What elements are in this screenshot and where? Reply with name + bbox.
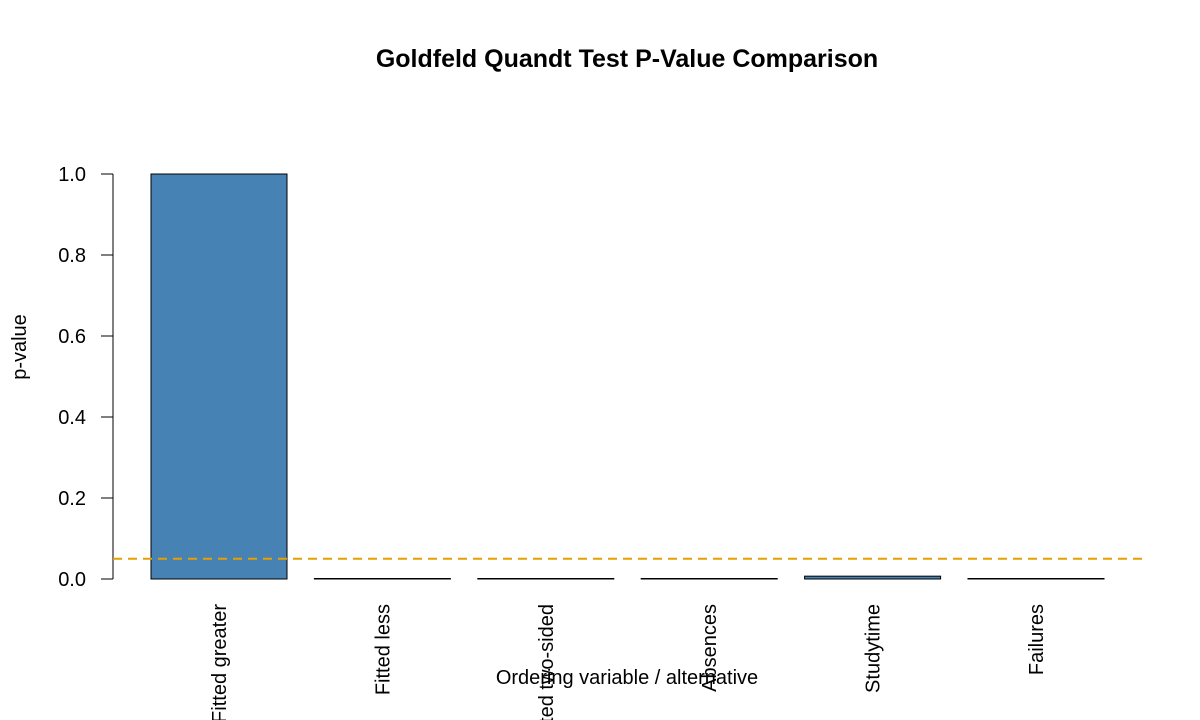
x-labels: Fitted greater Fitted less Fitted two-side… (209, 604, 1048, 720)
x-axis-title: Ordering variable / alternative (496, 667, 758, 689)
bar (967, 578, 1105, 580)
x-tick-label: Absences (699, 604, 721, 692)
x-tick-label: Failures (1026, 604, 1048, 675)
bar (804, 575, 942, 580)
bars (150, 173, 1105, 580)
chart-title: Goldfeld Quandt Test P-Value Comparison (376, 45, 878, 73)
x-tick-label: Fitted less (372, 604, 394, 695)
bar (477, 578, 615, 580)
y-axis: 0.0 0.2 0.4 0.6 0.8 1.0 (58, 164, 114, 591)
y-tick-label: 1.0 (58, 164, 86, 186)
y-axis-title: p-value (9, 314, 31, 380)
bar (640, 578, 778, 580)
bar (313, 578, 451, 580)
x-tick-label: Studytime (863, 604, 885, 693)
y-tick-label: 0.8 (58, 245, 86, 267)
y-tick-label: 0.2 (58, 488, 86, 510)
y-tick-label: 0.0 (58, 569, 86, 591)
bar (150, 173, 288, 580)
y-tick-label: 0.4 (58, 407, 86, 429)
x-tick-label: Fitted two-sided (536, 604, 558, 720)
y-tick-label: 0.6 (58, 326, 86, 348)
x-tick-label: Fitted greater (209, 604, 231, 720)
